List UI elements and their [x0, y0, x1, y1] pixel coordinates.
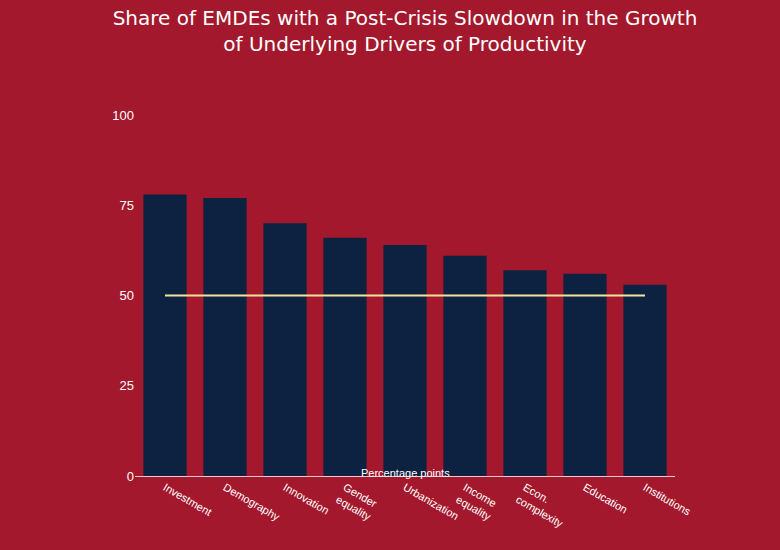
svg-text:Incomeequality: Incomeequality [454, 481, 500, 523]
svg-text:Econ.complexity: Econ.complexity [514, 481, 573, 530]
svg-text:Genderequality: Genderequality [334, 481, 380, 523]
svg-text:Institutions: Institutions [641, 481, 693, 518]
svg-text:100: 100 [112, 108, 134, 123]
svg-text:Share of EMDEs with a Post-Cri: Share of EMDEs with a Post-Crisis Slowdo… [113, 6, 698, 56]
svg-text:25: 25 [120, 378, 134, 393]
svg-text:50: 50 [120, 288, 134, 303]
svg-text:Investment: Investment [161, 481, 214, 518]
svg-text:Education: Education [581, 481, 629, 516]
svg-text:Urbanization: Urbanization [401, 481, 460, 522]
svg-text:0: 0 [127, 469, 134, 484]
svg-text:Innovation: Innovation [281, 481, 331, 517]
svg-text:Percentage points: Percentage points [361, 467, 450, 479]
svg-text:75: 75 [120, 198, 134, 213]
svg-text:Demography: Demography [221, 481, 282, 523]
